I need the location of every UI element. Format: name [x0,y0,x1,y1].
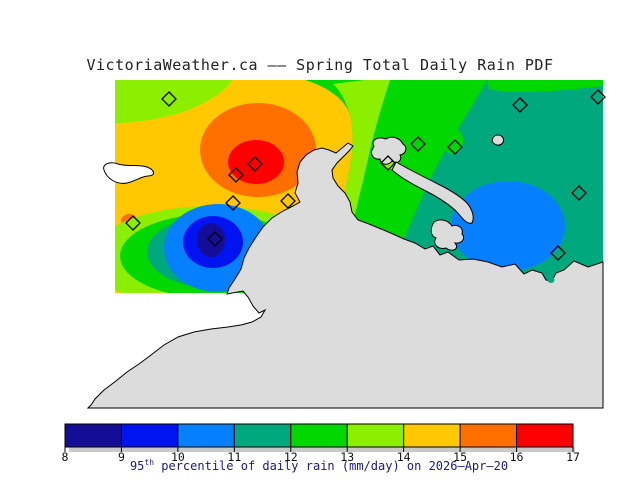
colorbar-tick-label: 14 [397,450,411,464]
station-diamond [247,156,263,172]
tiny-island-east [491,134,504,146]
colorbar-cell [120,423,179,448]
station-diamond [447,139,463,155]
colorbar-ticks: 8 9 10 11 12 13 14 15 16 17 [62,447,580,464]
colorbar-tick-label: 13 [340,450,354,464]
colorbar-cell [233,423,292,448]
colorbar-cells [64,423,574,448]
colorbar-cell [516,423,574,448]
gorge-channel-water [391,161,474,224]
station-diamond [550,245,566,261]
colorbar-cell [346,423,405,448]
station-diamond [380,155,396,171]
station-diamond [125,215,141,231]
station-diamond [225,195,241,211]
station-diamond [512,97,528,113]
colorbar-shadow [69,447,575,452]
colorbar-cell [64,423,122,448]
colorbar-tick-label: 12 [284,450,298,464]
strip-top-green [487,80,603,93]
colorbar-tick-label: 17 [566,450,580,464]
station-diamond [280,193,296,209]
colorbar-cell [403,423,461,448]
esquimalt-claw-water [371,136,407,165]
caption-superscript: th [144,458,154,467]
colorbar-cell [459,423,518,448]
colorbar-tick-label: 11 [227,450,241,464]
station-diamond [207,231,223,247]
station-diamond [161,91,177,107]
station-diamond [410,136,426,152]
page-title: VictoriaWeather.ca —— Spring Total Daily… [86,56,553,74]
patch-green-east [443,128,463,154]
islet-speck-teal [547,277,555,283]
caption-rest: percentile of daily rain (mm/day) on 202… [154,459,508,473]
colorbar-caption: 95th percentile of daily rain (mm/day) o… [130,458,508,473]
station-diamond [590,89,606,105]
ring-navy-core [197,223,225,257]
colorbar-cell [290,423,348,448]
blob-blue-east [451,181,565,271]
colorbar-cell [177,423,235,448]
colorbar-tick-label: 16 [510,450,524,464]
strait-water [86,142,604,409]
station-diamond [228,167,244,183]
colorbar-tick-label: 10 [171,450,185,464]
station-diamond [571,185,587,201]
colorbar-tick-label: 9 [118,450,125,464]
colorbar: 8 9 10 11 12 13 14 15 16 17 95th percentile of da… [62,423,580,473]
caption-prefix: 95 [130,459,144,473]
stations-layer [125,89,606,261]
water-layer [86,134,604,409]
colorbar-tick-label: 15 [453,450,467,464]
harbour-inlets-water [430,219,465,251]
offshore-island-west [103,162,154,184]
colorbar-tick-label: 8 [62,450,69,464]
blob-red-core [228,140,284,184]
